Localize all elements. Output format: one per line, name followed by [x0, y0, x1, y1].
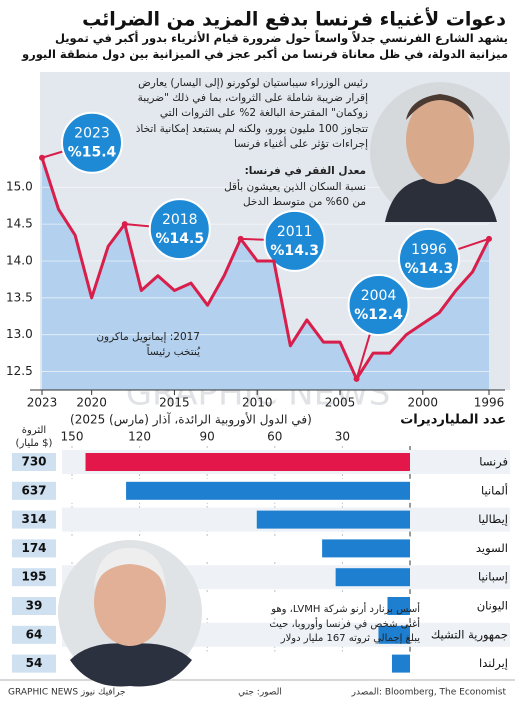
wealth-cell [12, 481, 56, 500]
y-tick-label: 14.0 [6, 253, 33, 267]
callout-year: 1996 [411, 242, 447, 258]
title: دعوات لأغنياء فرنسا بدفع المزيد من الضرا… [82, 8, 506, 31]
callout-label: %14.3 [270, 243, 319, 259]
wealth-cell [12, 597, 56, 615]
category-label: السويد [476, 541, 508, 556]
line [40, 157, 491, 381]
wealth-value: 314 [21, 512, 46, 526]
x-tick-label: 2000 [408, 396, 439, 410]
callout-label: %12.4 [354, 307, 403, 323]
y-tick-label: 14.5 [6, 217, 33, 231]
y-tick-label: 13.0 [6, 327, 33, 341]
bar [85, 453, 411, 471]
callout-label: %15.4 [68, 145, 117, 161]
wealth-cell [12, 453, 56, 471]
x-tick-label: 1996 [474, 396, 505, 410]
callout [61, 111, 123, 174]
category-label: ألمانيا [481, 482, 508, 497]
category-label: إيرلندا [479, 656, 508, 671]
photo-credit: الصور: جتي [238, 688, 282, 698]
poverty-title: معدل الفقر في فرنسا: [244, 165, 366, 177]
y-tick-label: 15.0 [6, 180, 33, 194]
x-tick-label: 150 [61, 430, 84, 444]
poverty-text: نسبة السكان الذين يعيشون بأقل من 60% من … [224, 181, 366, 209]
wealth-value: 54 [26, 656, 43, 670]
photo-arnault [58, 540, 202, 687]
wealth-value: 637 [21, 483, 46, 497]
wealth-title: الثروة [22, 425, 46, 436]
wealth-cell [12, 654, 56, 673]
area [42, 157, 489, 390]
category-label: إسبانيا [478, 570, 508, 584]
bar [387, 597, 410, 615]
x-tick-label: 2015 [159, 396, 190, 410]
wealth-cell [12, 539, 56, 558]
callout [398, 227, 460, 290]
x-tick-label: 30 [335, 430, 350, 444]
callout [347, 273, 410, 336]
callout-year: 2023 [74, 126, 110, 142]
bar [126, 481, 410, 500]
callout [148, 198, 211, 261]
callout-year: 2011 [277, 224, 313, 240]
x-tick-label: 2023 [27, 396, 58, 410]
x-tick-label: 90 [200, 430, 215, 444]
y-tick-label: 13.5 [6, 290, 33, 304]
bar-title: عدد المليارديرات [400, 413, 506, 428]
bar [378, 625, 410, 644]
callout-year: 2004 [361, 288, 397, 304]
x-tick-label: 2005 [325, 396, 356, 410]
x-tick-label: 60 [267, 430, 282, 444]
category-label: فرنسا [479, 455, 508, 470]
category-label: إيطاليا [478, 512, 508, 526]
wealth-value: 39 [26, 599, 43, 613]
callout-label: %14.5 [155, 231, 204, 247]
wealth-value: 730 [21, 455, 46, 469]
photo-lecornu [370, 82, 510, 222]
callout-label: %14.3 [405, 261, 454, 277]
wealth-value: 195 [21, 570, 46, 584]
subtitle: يشهد الشارع الفرنسي جدلاً واسعاً حول ضرو… [21, 31, 508, 62]
source: المصدر: Bloomberg, The Economist [351, 688, 507, 698]
category-label: اليونان [477, 599, 508, 614]
brand: GRAPHIC NEWS جرافيك نيوز [8, 688, 126, 698]
wealth-value: 64 [26, 627, 43, 641]
bar-subtitle: (في الدول الأوروبية الرائدة، آذار (مارس)… [70, 412, 312, 428]
x-tick-label: 2010 [242, 396, 273, 410]
callout [263, 209, 326, 272]
bar [335, 568, 410, 587]
bar [322, 539, 410, 558]
wealth-value: 174 [21, 541, 46, 555]
lecornu-note: رئيس الوزراء سيباستيان لوكورنو (إلى اليس… [135, 77, 368, 150]
wealth-cell [12, 510, 56, 529]
bar [256, 510, 410, 529]
bar [391, 654, 410, 673]
callout-year: 2018 [162, 212, 198, 228]
x-tick-label: 2020 [76, 396, 107, 410]
arnault-note: أسس برنارد أرنو شركة LVMH، وهو أغنى شخص … [269, 604, 420, 644]
wealth-cell [12, 625, 56, 644]
category-label: جمهورية التشيك [431, 627, 508, 642]
macron-note: 2017: إيمانويل ماكرون يُنتخب رئيساً [96, 331, 200, 359]
wealth-title: (مليار $) [16, 438, 53, 449]
wealth-cell [12, 568, 56, 587]
x-tick-label: 120 [128, 430, 151, 444]
y-tick-label: 12.5 [6, 364, 33, 378]
